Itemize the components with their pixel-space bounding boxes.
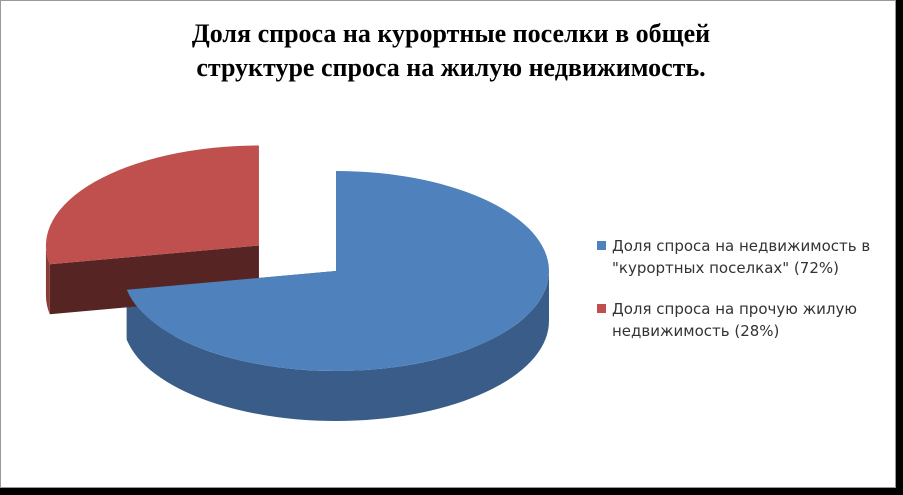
pie-slice [126,171,550,371]
legend-item: Доля спроса на прочую жилую недвижимость… [597,298,887,342]
legend-swatch [597,241,606,250]
legend-label: Доля спроса на прочую жилую недвижимость… [612,300,857,340]
pie-plot [45,145,550,421]
pie-slice [45,145,259,265]
legend-item: Доля спроса на недвижимость в "курортных… [597,235,887,279]
pie-wall [126,271,549,421]
legend-label: Доля спроса на недвижимость в "курортных… [612,237,871,277]
chart: Доля спроса на курортные поселки в общей… [0,0,896,488]
legend-swatch [597,304,606,313]
pie-wall [45,245,50,315]
chart-title: Доля спроса на курортные поселки в общей… [191,19,711,82]
